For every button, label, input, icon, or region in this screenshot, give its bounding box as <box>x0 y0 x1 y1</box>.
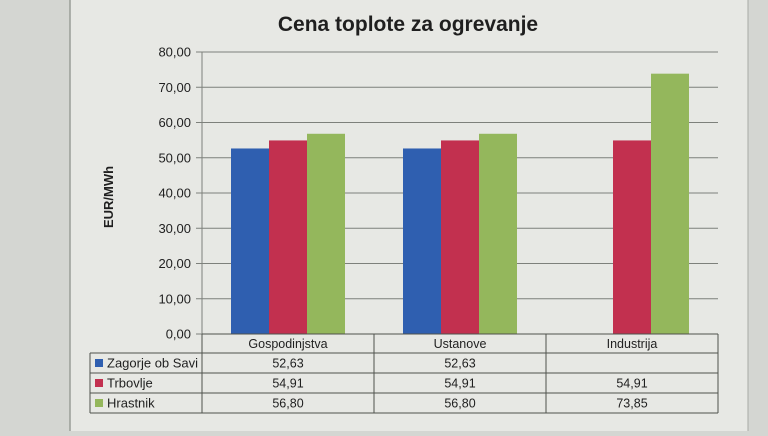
y-tick-label: 10,00 <box>158 291 191 306</box>
bar <box>479 133 517 334</box>
data-label: 54,91 <box>616 377 647 391</box>
y-tick-label: 60,00 <box>158 115 191 130</box>
bar <box>231 148 269 334</box>
bar <box>403 148 441 334</box>
data-label: 56,80 <box>444 397 475 411</box>
bar <box>307 133 345 334</box>
bar <box>651 73 689 335</box>
y-tick-label: 0,00 <box>166 327 191 342</box>
bar <box>613 140 651 334</box>
legend-swatch <box>95 399 103 407</box>
data-table: Gospodinjstva Ustanove Industrija Zagorje o… <box>89 333 719 414</box>
y-axis-label: EUR/MWh <box>101 166 116 228</box>
data-label: 52,63 <box>444 357 475 371</box>
category-label: Industrija <box>607 337 658 351</box>
data-label: 56,80 <box>272 397 303 411</box>
data-label: 54,91 <box>444 377 475 391</box>
y-tick-label: 40,00 <box>158 186 191 201</box>
bar <box>269 140 307 334</box>
y-tick-label: 20,00 <box>158 256 191 271</box>
y-tick-label: 30,00 <box>158 221 191 236</box>
chart-title: Cena toplote za ogrevanje <box>278 13 538 36</box>
data-label: 73,85 <box>616 397 647 411</box>
data-label: 52,63 <box>272 357 303 371</box>
category-label: Gospodinjstva <box>248 337 327 351</box>
data-label: 54,91 <box>272 377 303 391</box>
y-tick-label: 70,00 <box>158 80 191 95</box>
bars <box>231 73 689 335</box>
legend-entry: Trbovlje <box>107 376 153 391</box>
legend-entry: Hrastnik <box>107 396 155 411</box>
y-tick-label: 50,00 <box>158 150 191 165</box>
legend-swatch <box>95 379 103 387</box>
bar <box>441 140 479 334</box>
y-tick-labels: 0,00 10,00 20,00 30,00 40,00 50,00 60,00 70,00 8… <box>158 45 191 342</box>
legend-swatch <box>95 359 103 367</box>
category-label: Ustanove <box>434 337 487 351</box>
y-tick-label: 80,00 <box>158 45 191 60</box>
legend-entry: Zagorje ob Savi <box>107 356 198 371</box>
